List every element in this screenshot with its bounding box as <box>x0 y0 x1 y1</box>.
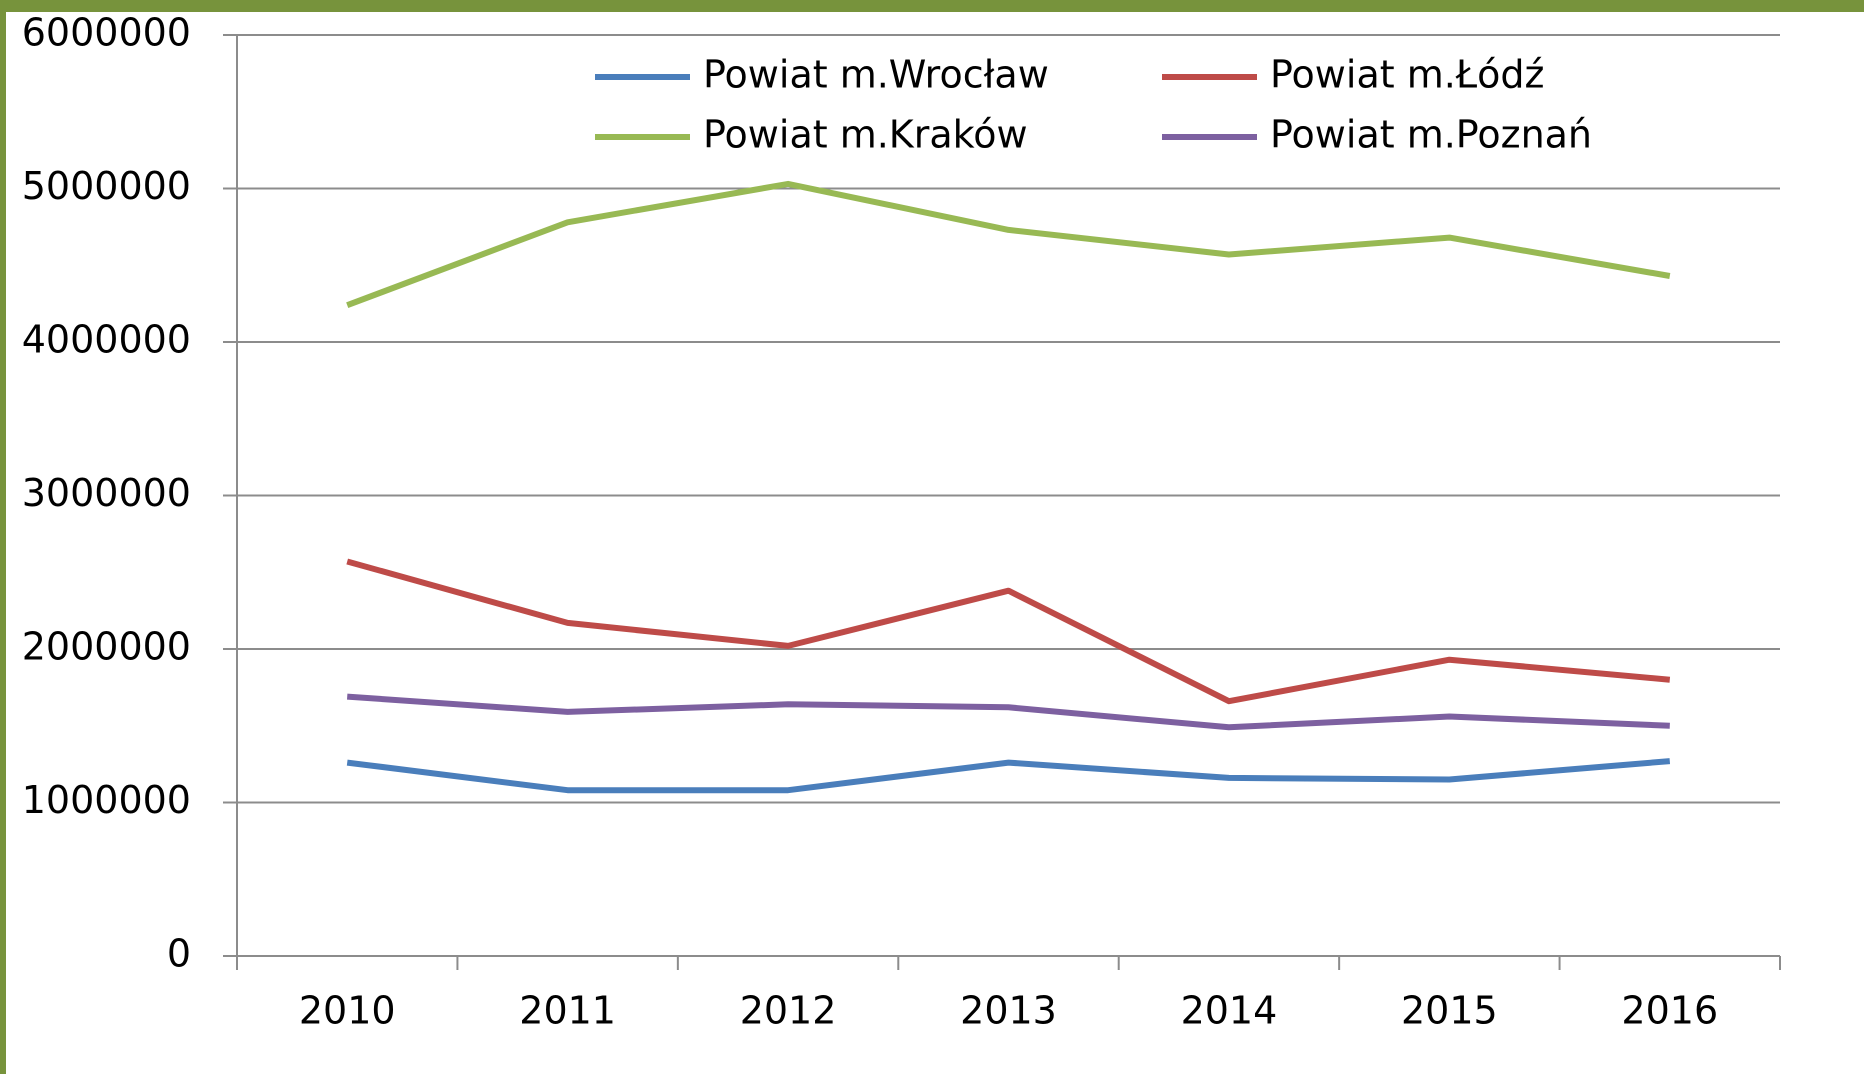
legend-label: Powiat m.Wrocław <box>703 53 1049 97</box>
y-tick-label: 1000000 <box>22 778 191 822</box>
legend-label: Powiat m.Kraków <box>703 113 1028 157</box>
y-tick-label: 6000000 <box>22 11 191 55</box>
x-tick-label: 2014 <box>1181 989 1278 1033</box>
series-line <box>346 758 1671 794</box>
y-tick-label: 5000000 <box>22 164 191 208</box>
x-tick-label: 2013 <box>960 989 1057 1033</box>
y-tick-label: 3000000 <box>22 471 191 515</box>
frame-left <box>0 0 6 1074</box>
y-tick-label: 0 <box>167 932 191 976</box>
frame-top <box>0 0 1864 12</box>
x-tick-label: 2011 <box>519 989 616 1033</box>
x-tick-label: 2015 <box>1401 989 1498 1033</box>
y-tick-label: 2000000 <box>22 625 191 669</box>
series-line <box>346 180 1671 309</box>
x-tick-label: 2010 <box>299 989 396 1033</box>
x-tick-label: 2016 <box>1621 989 1718 1033</box>
series-line <box>346 693 1670 731</box>
legend-label: Powiat m.Łódź <box>1270 53 1544 97</box>
series-line <box>346 558 1671 705</box>
legend-label: Powiat m.Poznań <box>1270 113 1592 157</box>
x-tick-label: 2012 <box>740 989 837 1033</box>
y-tick-label: 4000000 <box>22 318 191 362</box>
